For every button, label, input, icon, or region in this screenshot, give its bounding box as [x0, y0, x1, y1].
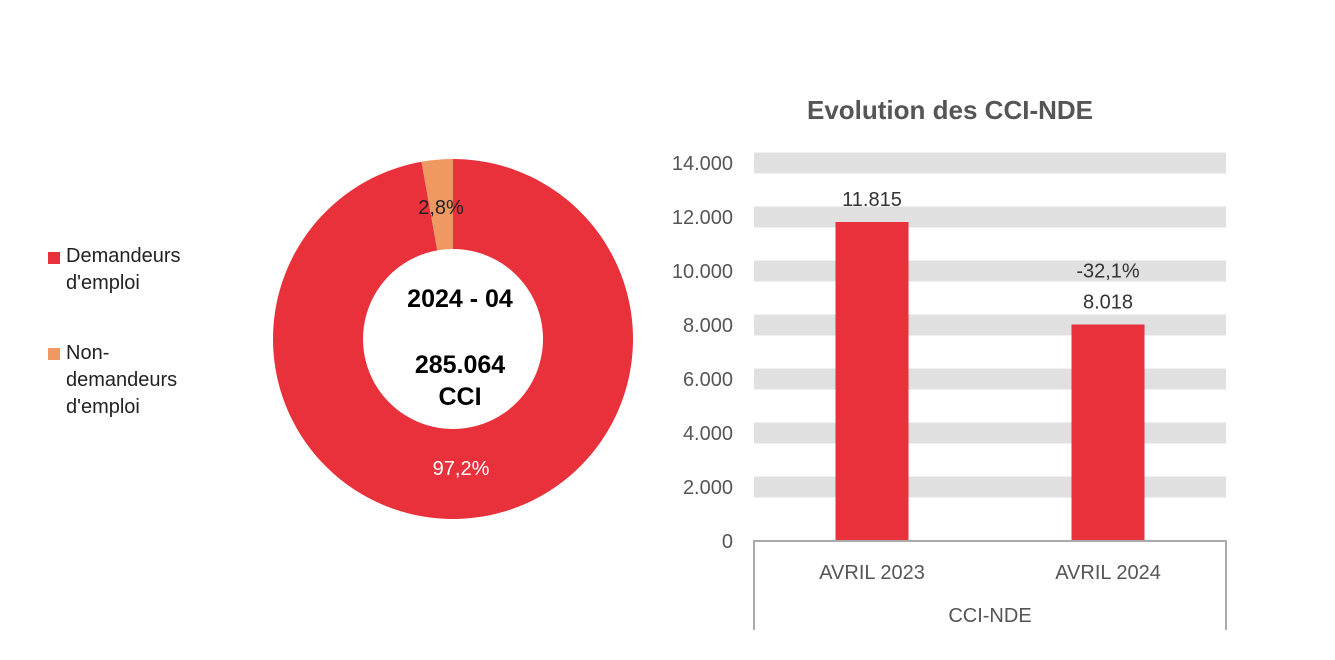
donut-slice-0 [273, 159, 633, 519]
slice-label-1: 2,8% [418, 197, 464, 219]
donut-slice-1 [421, 159, 453, 251]
x-category-label: AVRIL 2023 [819, 562, 925, 584]
grid-band [754, 476, 1226, 498]
grid-band [754, 206, 1226, 228]
legend-label-non-demandeurs: Non- demandeurs d'emploi [66, 340, 177, 421]
y-tick-label: 12.000 [672, 207, 733, 229]
bar [1071, 324, 1145, 541]
center-period: 2024 - 04 [407, 285, 513, 313]
legend-label-demandeurs: Demandeurs d'emploi [66, 243, 181, 297]
x-group-label: CCI-NDE [948, 605, 1031, 627]
grid-band [754, 314, 1226, 336]
bar [835, 221, 909, 541]
y-tick-label: 0 [722, 531, 733, 553]
grid-band [754, 152, 1226, 174]
legend-line: Demandeurs [66, 245, 181, 267]
center-total: 285.064 [415, 351, 505, 379]
x-category-label: AVRIL 2024 [1055, 562, 1161, 584]
legend-swatch-non-demandeurs [48, 348, 60, 360]
y-tick-label: 8.000 [683, 315, 733, 337]
grid-band [754, 422, 1226, 444]
bar-chart-title: Evolution des CCI-NDE [807, 95, 1093, 125]
grid-band [754, 368, 1226, 390]
grid-band [754, 260, 1226, 282]
change-label: -32,1% [1076, 261, 1140, 283]
legend-line: d'emploi [66, 396, 140, 418]
center-unit: CCI [438, 383, 481, 411]
bar-value-label: 11.815 [842, 189, 902, 211]
y-tick-label: 10.000 [672, 261, 733, 283]
bar-value-label: 8.018 [1083, 292, 1133, 314]
legend-line: demandeurs [66, 369, 178, 391]
y-tick-label: 14.000 [672, 153, 733, 175]
y-tick-label: 2.000 [683, 477, 733, 499]
legend-line: Non- [66, 342, 110, 364]
x-axis [753, 540, 1227, 630]
legend-line: d'emploi [66, 272, 140, 294]
y-tick-label: 6.000 [683, 369, 733, 391]
slice-label-0: 97,2% [433, 458, 490, 480]
y-tick-label: 4.000 [683, 423, 733, 445]
legend-swatch-demandeurs [48, 252, 60, 264]
